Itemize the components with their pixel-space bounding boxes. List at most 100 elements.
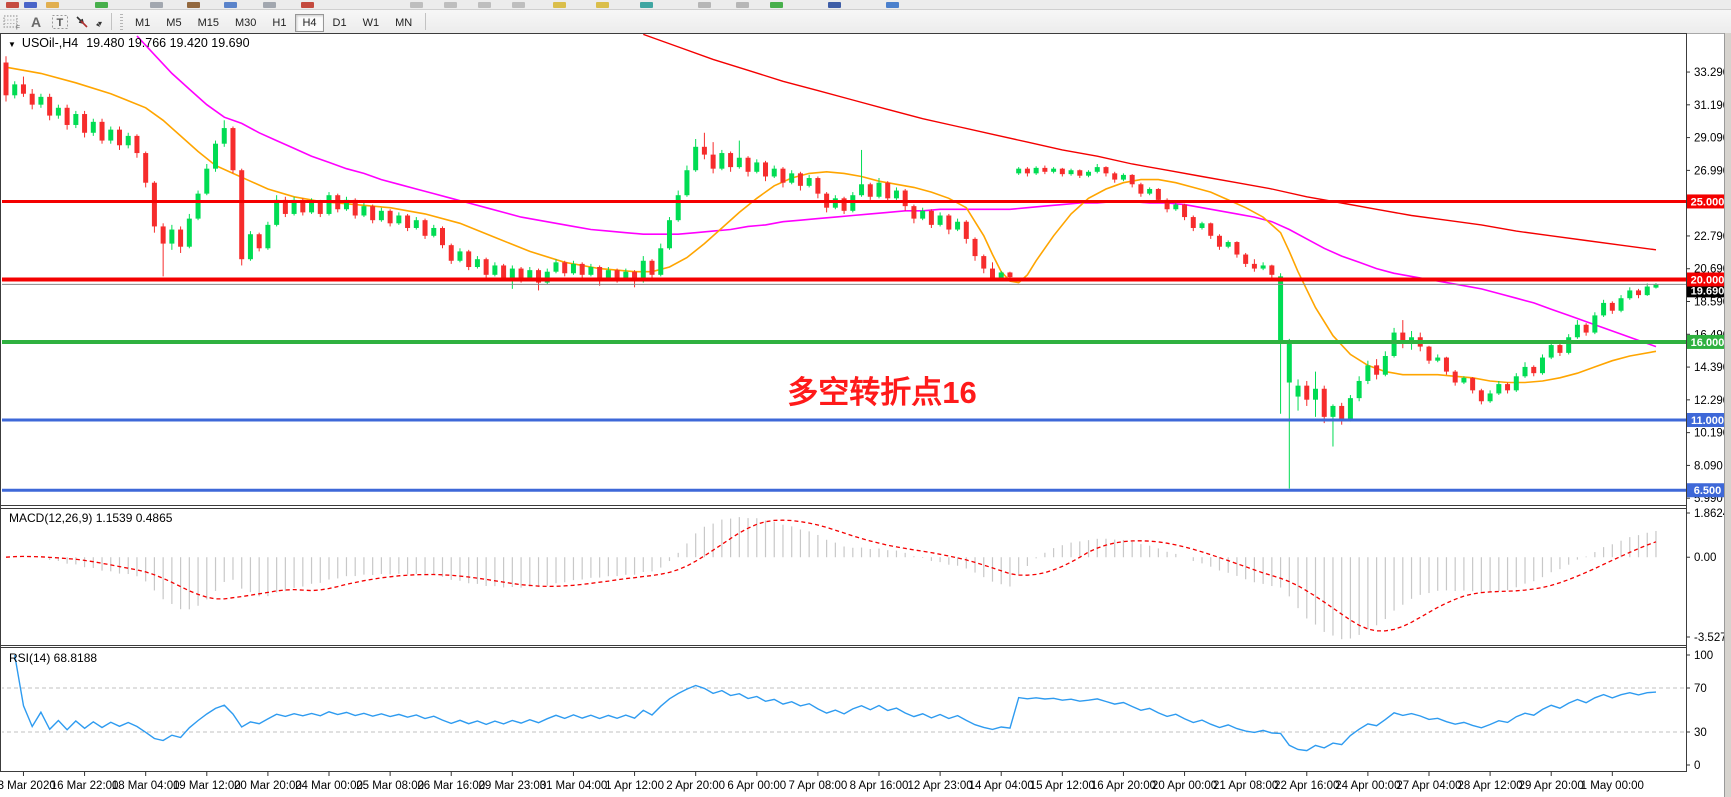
timeframe-button-d1[interactable]: D1 [332, 16, 347, 29]
candle-body [143, 153, 149, 183]
candle-body [1321, 388, 1327, 417]
toolbar-icon-fragment[interactable] [553, 2, 566, 8]
candle-body [300, 199, 306, 213]
toolbar-icon-fragment[interactable] [263, 2, 276, 8]
time-axis-label: 1 Apr 12:00 [605, 780, 664, 792]
candle-body [797, 173, 803, 186]
timeframe-button-m30[interactable]: M30 [234, 16, 257, 29]
candle-body [649, 260, 655, 275]
time-axis-label: 18 Mar 04:00 [112, 780, 180, 792]
candle-body [893, 190, 899, 199]
arrow-objects-icon[interactable]: ▾ [72, 12, 106, 31]
candle-body [474, 259, 480, 268]
toolbar-icon-fragment[interactable] [301, 2, 314, 8]
candle-body [1548, 345, 1554, 358]
candle-body [1007, 272, 1013, 278]
timeframe-button-m1[interactable]: M1 [135, 16, 151, 29]
cursor-grid-icon[interactable]: F [0, 12, 24, 31]
time-axis-label: 1 May 00:00 [1581, 780, 1644, 792]
price-tag: 25.000 [1687, 194, 1728, 209]
rsi-axis-label: 0 [1694, 760, 1700, 772]
price-axis-label: 22.790 [1694, 231, 1729, 243]
toolbar-icon-fragment[interactable] [6, 2, 19, 8]
toolbar-icon-fragment[interactable] [478, 2, 491, 8]
toolbar-icon-fragment[interactable] [886, 2, 899, 8]
main-price-pane[interactable] [0, 34, 1686, 492]
candle-body [317, 201, 323, 214]
candle-body [1051, 168, 1057, 172]
svg-text:11.000: 11.000 [1691, 415, 1724, 427]
text-box-icon[interactable]: T [48, 12, 72, 31]
candle-body [632, 271, 638, 282]
annotation-text[interactable]: 多空转折点16 [787, 375, 976, 410]
rsi-axis-label: 100 [1694, 650, 1713, 662]
candle-body [282, 199, 288, 214]
candle-body [405, 215, 411, 228]
candle-body [920, 210, 926, 219]
time-axis-label: 15 Apr 12:00 [1030, 780, 1095, 792]
toolbar-icon-fragment[interactable] [187, 2, 200, 8]
svg-text:16.000: 16.000 [1691, 337, 1725, 349]
candle-body [1356, 380, 1362, 399]
toolbar-separator [425, 13, 427, 30]
text-label-icon[interactable]: A [30, 13, 42, 30]
macd-label: MACD(12,26,9) 1.1539 0.4865 [9, 511, 173, 525]
toolbar-icon-fragment[interactable] [698, 2, 711, 8]
toolbar-icon-fragment[interactable] [512, 2, 525, 8]
candle-body [684, 170, 690, 196]
toolbar-icon-fragment[interactable] [640, 2, 653, 8]
candle-body [1522, 366, 1528, 377]
candle-body [1042, 167, 1048, 172]
candle-body [343, 199, 349, 210]
candle-body [169, 229, 175, 244]
timeframe-button-mn[interactable]: MN [395, 16, 413, 29]
time-axis-label: 20 Mar 20:00 [234, 780, 302, 792]
candle-body [780, 168, 786, 183]
candle-body [431, 227, 437, 236]
toolbar-icon-fragment[interactable] [410, 2, 423, 8]
candle-body [422, 220, 428, 236]
timeframe-button-h1[interactable]: H1 [272, 16, 287, 29]
candle-body [710, 154, 716, 169]
timeframe-buttons: M1 M5 M15 M30 H1 H4 D1 W1 MN [127, 13, 420, 32]
toolbar-icon-fragment[interactable] [596, 2, 609, 8]
candle-body [230, 128, 236, 171]
candle-body [448, 245, 454, 261]
time-axis-label: 14 Apr 04:00 [969, 780, 1034, 792]
toolbar-icon-fragment[interactable] [444, 2, 457, 8]
toolbar-icon-fragment[interactable] [95, 2, 108, 8]
candle-body [1216, 235, 1222, 247]
toolbar-icon-fragment[interactable] [46, 2, 59, 8]
rsi-pane[interactable] [0, 654, 1686, 752]
timeframe-button-w1[interactable]: W1 [362, 16, 380, 29]
chart-dropdown-icon: ▼ [8, 40, 16, 49]
ma-line-slow-red [643, 34, 1657, 251]
toolbar-icon-fragment[interactable] [736, 2, 749, 8]
candle-body [1199, 223, 1205, 228]
timeframe-button-h4[interactable]: H4 [295, 13, 324, 32]
toolbar-separator [111, 13, 112, 30]
candle-body [134, 135, 140, 154]
toolbar-icon-fragment[interactable] [24, 2, 37, 8]
toolbar-icon-fragment[interactable] [770, 2, 783, 8]
candle-body [73, 114, 79, 125]
price-tag: 16.000 [1687, 334, 1728, 349]
candle-body [1443, 357, 1449, 372]
timeframe-button-m5[interactable]: M5 [166, 16, 182, 29]
candle-body [38, 96, 44, 105]
candle-body [256, 234, 262, 249]
candle-body [509, 268, 515, 278]
time-axis-label: 26 Mar 16:00 [417, 780, 485, 792]
candle-body [1147, 188, 1153, 194]
chart-area[interactable]: ▼ USOil-,H4 19.480 19.766 19.420 19.690 多空… [0, 33, 1731, 797]
toolbar-icon-fragment[interactable] [150, 2, 163, 8]
toolbar-icon-fragment[interactable] [828, 2, 841, 8]
toolbar-grip[interactable] [120, 13, 123, 30]
candle-body [213, 143, 219, 169]
toolbar-icon-fragment[interactable] [224, 2, 237, 8]
candle-body [1059, 168, 1065, 175]
macd-pane[interactable] [5, 517, 1657, 640]
timeframe-button-m15[interactable]: M15 [197, 16, 219, 29]
candle-body [396, 215, 402, 224]
candle-body [597, 267, 603, 278]
